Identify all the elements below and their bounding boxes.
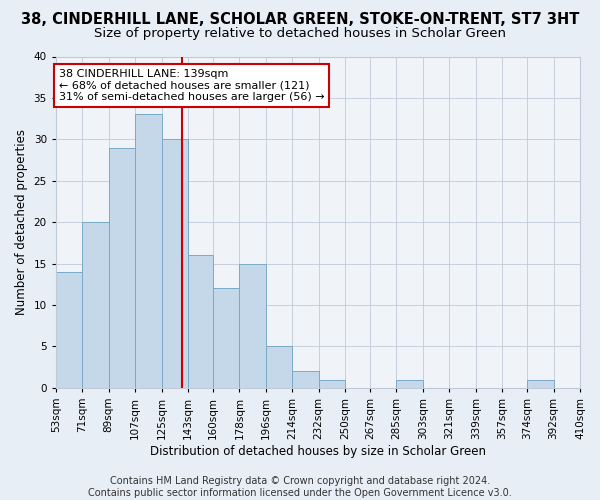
Bar: [239, 264, 266, 388]
Bar: [266, 346, 292, 388]
X-axis label: Distribution of detached houses by size in Scholar Green: Distribution of detached houses by size …: [150, 444, 486, 458]
Bar: [397, 380, 423, 388]
Bar: [188, 256, 213, 388]
Y-axis label: Number of detached properties: Number of detached properties: [15, 129, 28, 315]
Text: Size of property relative to detached houses in Scholar Green: Size of property relative to detached ho…: [94, 28, 506, 40]
Bar: [213, 288, 239, 388]
Bar: [527, 380, 554, 388]
Bar: [82, 222, 109, 388]
Text: Contains HM Land Registry data © Crown copyright and database right 2024.
Contai: Contains HM Land Registry data © Crown c…: [88, 476, 512, 498]
Bar: [319, 380, 345, 388]
Text: 38, CINDERHILL LANE, SCHOLAR GREEN, STOKE-ON-TRENT, ST7 3HT: 38, CINDERHILL LANE, SCHOLAR GREEN, STOK…: [21, 12, 579, 28]
Bar: [56, 272, 82, 388]
Bar: [135, 114, 161, 388]
Bar: [109, 148, 135, 388]
Text: 38 CINDERHILL LANE: 139sqm
← 68% of detached houses are smaller (121)
31% of sem: 38 CINDERHILL LANE: 139sqm ← 68% of deta…: [59, 69, 325, 102]
Bar: [292, 371, 319, 388]
Bar: [161, 140, 188, 388]
